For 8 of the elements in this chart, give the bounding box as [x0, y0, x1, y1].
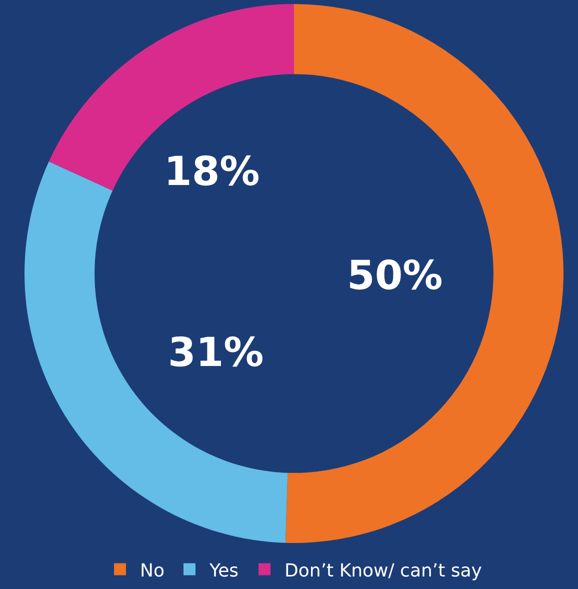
data-label: 31% — [168, 330, 264, 376]
data-label: 18% — [164, 149, 260, 195]
legend-label: No — [140, 560, 164, 582]
donut-slice — [285, 4, 564, 543]
donut-slice — [48, 4, 294, 191]
data-label: 50% — [347, 253, 443, 299]
legend-label: Yes — [208, 560, 239, 582]
legend-label: Don’t Know/ can’t say — [284, 560, 482, 582]
